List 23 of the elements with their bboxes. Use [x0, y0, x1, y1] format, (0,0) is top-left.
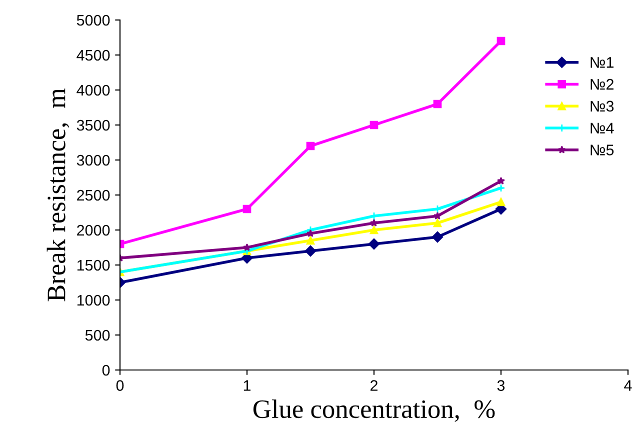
x-tick-label: 1: [244, 380, 251, 391]
legend-label: №5: [590, 144, 614, 156]
x-axis-title: Glue concentration, %: [253, 400, 495, 422]
y-tick-label: 1000: [77, 294, 110, 306]
y-tick-label: 4500: [76, 50, 110, 61]
y-tick-label: 1500: [77, 260, 110, 271]
legend-label: №4: [590, 122, 614, 134]
x-tick-label: 0: [116, 380, 124, 391]
x-tick-label: 4: [624, 380, 632, 391]
legend-label: №1: [590, 57, 614, 68]
y-tick-label: 3000: [76, 154, 110, 166]
legend-label: №2: [590, 78, 614, 90]
y-tick-label: 2500: [77, 190, 110, 201]
y-tick-label: 2000: [77, 224, 110, 236]
y-tick-label: 5000: [76, 14, 110, 26]
y-tick-label: 3500: [76, 120, 110, 131]
y-axis-title: Break resistance, m: [46, 88, 70, 302]
y-tick-label: 0: [102, 364, 110, 376]
legend-label: №3: [590, 100, 614, 112]
y-tick-label: 500: [85, 330, 110, 341]
x-tick-label: 3: [497, 380, 505, 391]
x-tick-label: 2: [370, 380, 378, 391]
y-tick-label: 4000: [76, 84, 110, 96]
